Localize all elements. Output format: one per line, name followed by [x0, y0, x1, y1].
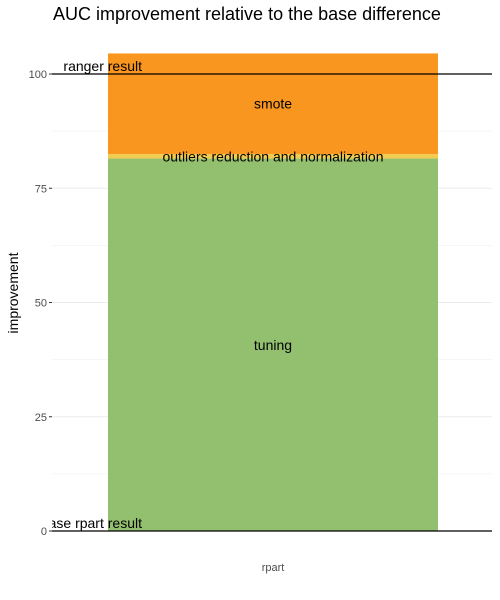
segment-label: outliers reduction and normalization [162, 148, 383, 164]
y-tick-label: 25 [35, 412, 47, 424]
segment-label: smote [254, 96, 292, 112]
y-axis-title: improvement [5, 252, 21, 333]
y-axis: 0 25 50 75 100 [29, 69, 52, 538]
y-tick-label: 0 [41, 526, 47, 538]
bar-segment-tuning [108, 158, 438, 532]
bars [108, 53, 438, 532]
bar-segment-outliers [108, 153, 438, 159]
chart-title: AUC improvement relative to the base dif… [53, 4, 441, 24]
reference-line-label: ranger result [63, 58, 142, 74]
x-tick-label: rpart [262, 562, 285, 574]
y-tick-label: 75 [35, 183, 47, 195]
segment-labels: tuning outliers reduction and normalizati… [162, 96, 383, 353]
y-tick-label: 50 [35, 298, 47, 310]
x-axis: rpart [262, 562, 285, 574]
reference-lines: base rpart result ranger result [41, 58, 492, 532]
segment-label: tuning [254, 337, 292, 353]
bar-segment-smote [108, 53, 438, 154]
reference-line-label: base rpart result [41, 515, 142, 531]
y-tick-label: 100 [29, 69, 47, 81]
